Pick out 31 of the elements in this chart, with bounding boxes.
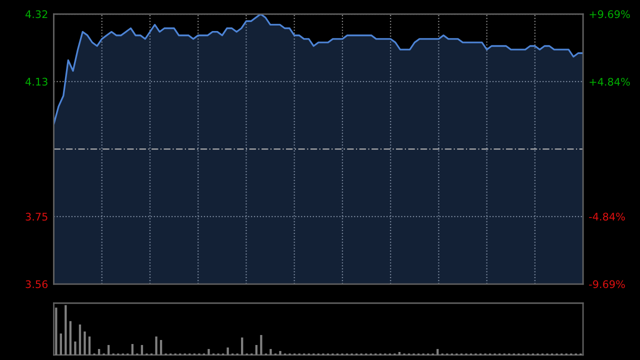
bar [78, 324, 82, 355]
bar [208, 348, 210, 355]
bar [155, 336, 158, 355]
bar [436, 348, 439, 355]
bar [131, 344, 134, 355]
y2-tick-label: -4.84% [589, 212, 625, 221]
bar [108, 344, 110, 355]
bar [84, 332, 86, 355]
bar [69, 321, 72, 355]
bar [279, 350, 282, 355]
y-tick-label: 4.13 [26, 78, 48, 86]
y-tick-label: 3.56 [26, 280, 48, 288]
bar [260, 335, 262, 355]
bar [398, 352, 401, 355]
bar [64, 305, 67, 355]
y2-tick-label: -9.69% [589, 280, 625, 288]
bar [270, 348, 272, 355]
bar [140, 344, 144, 355]
bar [226, 347, 229, 355]
y-tick-label: 4.32 [26, 10, 48, 18]
bar [88, 336, 91, 355]
bar [241, 338, 244, 355]
bar [55, 308, 58, 355]
bar [160, 340, 162, 355]
y2-tick-label: +9.69% [590, 10, 630, 18]
bar [74, 342, 76, 355]
y-tick-label: 3.75 [26, 212, 48, 221]
bar [255, 344, 258, 355]
bar [60, 334, 62, 355]
y2-tick-label: +4.84% [590, 78, 630, 86]
bar [98, 348, 100, 355]
